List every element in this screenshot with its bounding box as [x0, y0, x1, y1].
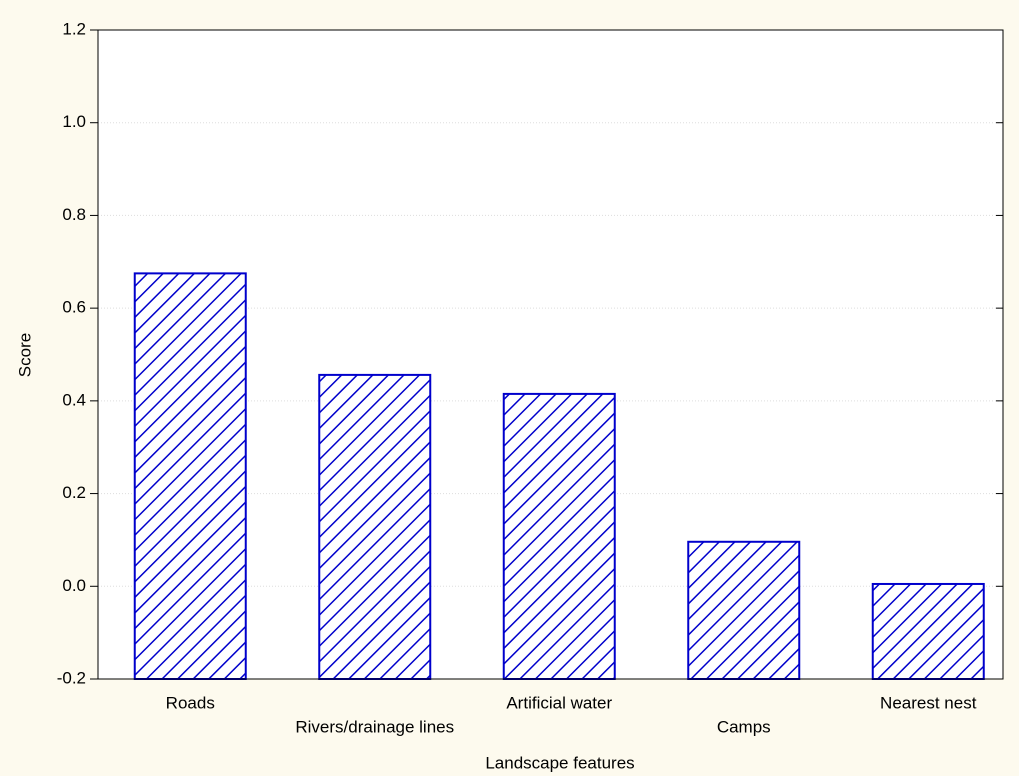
y-tick-label: 1.2: [62, 19, 86, 38]
x-tick-label: Camps: [717, 717, 771, 736]
plot-frame: [97, 29, 1004, 680]
y-tick-label: 1.0: [62, 112, 86, 131]
bar: [133, 272, 247, 680]
bar: [687, 540, 801, 680]
y-tick-label: 0.8: [62, 205, 86, 224]
y-tick-label: 0.4: [62, 390, 86, 409]
y-axis-label: Score: [15, 333, 34, 377]
x-tick-label: Nearest nest: [880, 693, 977, 712]
x-tick-label: Rivers/drainage lines: [295, 717, 454, 736]
bar: [502, 392, 616, 680]
x-tick-label: Artificial water: [506, 693, 612, 712]
y-tick-label: 0.6: [62, 298, 86, 317]
y-tick-label: 0.2: [62, 483, 86, 502]
x-axis-label: Landscape features: [485, 753, 634, 772]
y-tick-label: 0.0: [62, 576, 86, 595]
bar: [318, 373, 432, 680]
x-tick-label: Roads: [166, 693, 215, 712]
y-tick-label: -0.2: [57, 668, 86, 687]
bar: [871, 582, 985, 680]
